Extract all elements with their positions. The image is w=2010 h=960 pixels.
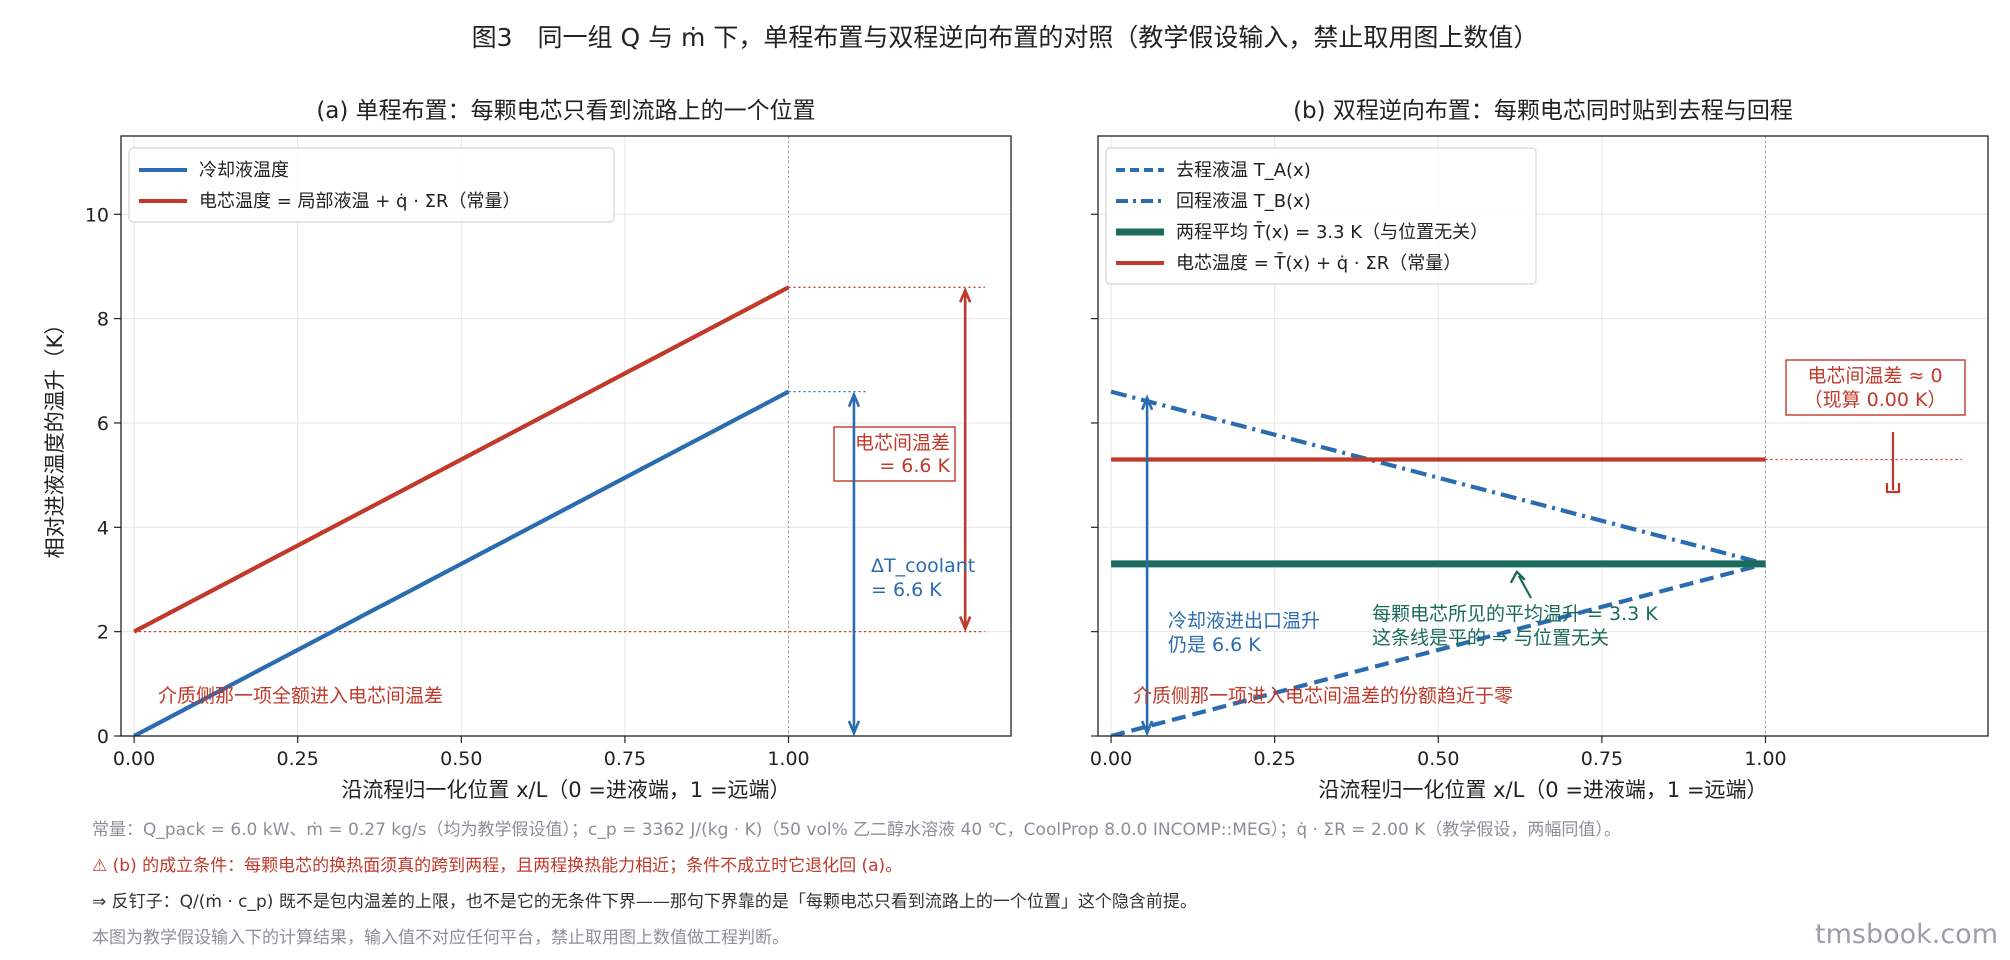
cell-diff-label: 电芯间温差= 6.6 K — [855, 432, 951, 477]
x-tick-label: 0.50 — [440, 748, 482, 770]
series-line-0 — [1110, 561, 1767, 736]
watermark: tmsbook.com — [1814, 919, 1998, 950]
y-axis-label: 相对进液温度的温升（K） — [43, 314, 67, 559]
counter-note: ⇒ 反钉子：Q/(ṁ · c_p) 既不是包内温差的上限，也不是它的无条件下界—… — [92, 892, 1197, 912]
coolant-dt-label: ΔT_coolant = 6.6 K — [871, 555, 975, 601]
constants-note: 常量：Q_pack = 6.0 kW、ṁ = 0.27 kg/s（均为教学假设值… — [92, 820, 1621, 840]
coolant-dt-arrow-head-top — [847, 391, 861, 408]
x-tick-label: 0.25 — [1254, 748, 1296, 770]
x-tick-label: 0.25 — [277, 748, 319, 770]
coolant-dt-label: 冷却液进出口温升仍是 6.6 K — [1168, 610, 1320, 656]
y-tick-label: 10 — [85, 204, 109, 226]
axes-frame — [120, 135, 1012, 737]
legend-label-0: 冷却液温度 — [199, 160, 289, 181]
series-line-1 — [133, 285, 790, 634]
plot-area — [1110, 389, 1962, 736]
cell-diff-label: 电芯间温差 ≈ 0 （现算 0.00 K） — [1804, 365, 1947, 411]
series-line-1 — [1110, 389, 1767, 566]
coolant-dt-arrow-head-bottom — [1140, 720, 1154, 737]
legend-label-3: 电芯温度 = T̄(x) + q̇ · ΣR（常量） — [1176, 252, 1461, 274]
x-tick-label: 0.00 — [113, 748, 155, 770]
y-tick-label: 0 — [97, 726, 109, 748]
series-line-0 — [133, 389, 790, 736]
legend-label-1: 回程液温 T_B(x) — [1176, 191, 1311, 212]
y-tick-label: 6 — [97, 413, 109, 435]
x-tick-label: 0.50 — [1417, 748, 1459, 770]
x-tick-label: 1.00 — [1744, 748, 1786, 770]
avg-note: 每颗电芯所见的平均温升 = 3.3 K 这条线是平的 ⇒ 与位置无关 — [1372, 603, 1658, 649]
x-axis-label: 沿流程归一化位置 x/L（0 =进液端，1 =远端） — [341, 778, 790, 802]
cell-diff-label-box — [1785, 359, 1966, 416]
disclaimer-note: 本图为教学假设输入下的计算结果，输入值不对应任何平台，禁止取用图上数值做工程判断… — [92, 928, 789, 948]
figure-title: 图3 同一组 Q 与 ṁ 下，单程布置与双程逆向布置的对照（教学假设输入，禁止取… — [472, 23, 1539, 52]
x-tick-label: 1.00 — [767, 748, 809, 770]
coolant-dt-arrow-head-top — [1140, 394, 1154, 411]
legend-label-1: 电芯温度 = 局部液温 + q̇ · ΣR（常量） — [199, 191, 521, 212]
avg-note-arrow — [1517, 575, 1532, 599]
y-tick-label: 2 — [97, 622, 109, 644]
cell-diff-arrow-head-top — [958, 286, 972, 303]
legend-box — [128, 147, 615, 223]
legend-label-2: 两程平均 T̄(x) = 3.3 K（与位置无关） — [1176, 221, 1488, 243]
legend-label-0: 去程液温 T_A(x) — [1176, 160, 1311, 181]
avg-note-arrow-head — [1509, 569, 1526, 584]
x-axis-label: 沿流程归一化位置 x/L（0 =进液端，1 =远端） — [1318, 778, 1767, 802]
panel-b-dual-pass: (b) 双程逆向布置：每颗电芯同时贴到去程与回程 0.00 0.25 0.50 0.75… — [1090, 98, 1989, 802]
cell-diff-arrow-head-bottom — [958, 616, 972, 633]
legend: 去程液温 T_A(x) 回程液温 T_B(x) 两程平均 T̄(x) = 3.3 K… — [1105, 147, 1537, 285]
x-tick-label: 0.00 — [1090, 748, 1132, 770]
warning-note: ⚠ (b) 的成立条件：每颗电芯的换热面须真的跨到两程，且两程换热能力相近；条件… — [92, 856, 903, 876]
medium-note: 介质侧那一项进入电芯间温差的份额趋近于零 — [1133, 685, 1513, 707]
plot-area — [133, 285, 985, 736]
cell-diff-marker-cap — [1885, 483, 1901, 494]
y-tick-label: 4 — [97, 517, 109, 539]
x-tick-label: 0.75 — [604, 748, 646, 770]
panel-a-single-pass: (a) 单程布置：每颗电芯只看到流路上的一个位置 0 2 4 6 8 10 0.00 0.25 0… — [43, 98, 1012, 802]
axes-frame — [1097, 135, 1989, 737]
y-tick-label: 8 — [97, 309, 109, 331]
medium-note: 介质侧那一项全额进入电芯间温差 — [158, 685, 443, 707]
panel-title: (b) 双程逆向布置：每颗电芯同时贴到去程与回程 — [1293, 98, 1793, 124]
panel-title: (a) 单程布置：每颗电芯只看到流路上的一个位置 — [316, 98, 815, 124]
legend-box — [1105, 147, 1537, 285]
x-tick-label: 0.75 — [1581, 748, 1623, 770]
coolant-dt-arrow-head-bottom — [847, 720, 861, 737]
